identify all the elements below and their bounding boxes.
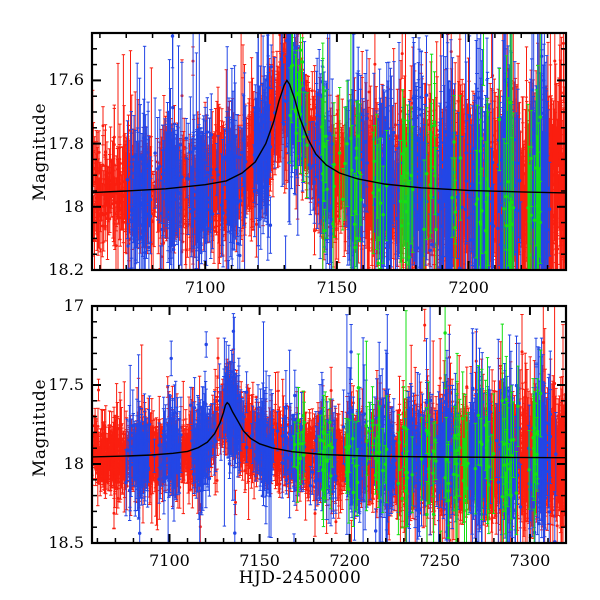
top-xtick-label: 7200	[441, 278, 497, 297]
bottom-ytick-label: 17.5	[26, 375, 84, 394]
bottom-xtick-label: 7300	[502, 551, 558, 570]
x-axis-label: HJD-2450000	[0, 568, 600, 588]
bottom-panel-plot	[90, 304, 568, 545]
bottom-ytick-label: 18.5	[26, 533, 84, 552]
top-panel	[90, 31, 568, 272]
bottom-ytick-label: 17	[26, 296, 84, 315]
bottom-xtick-label: 7100	[141, 551, 197, 570]
top-ytick-label: 18.2	[26, 260, 84, 279]
bottom-xtick-label: 7200	[322, 551, 378, 570]
top-ytick-label: 17.6	[26, 70, 84, 89]
top-ytick-label: 18	[26, 197, 84, 216]
top-ytick-label: 17.8	[26, 134, 84, 153]
top-panel-plot	[90, 31, 568, 272]
top-xtick-label: 7150	[309, 278, 365, 297]
bottom-panel	[0, 300, 600, 600]
top-xtick-label: 7100	[177, 278, 233, 297]
bottom-ytick-label: 18	[26, 454, 84, 473]
bottom-xtick-label: 7150	[232, 551, 288, 570]
bottom-xtick-label: 7250	[412, 551, 468, 570]
